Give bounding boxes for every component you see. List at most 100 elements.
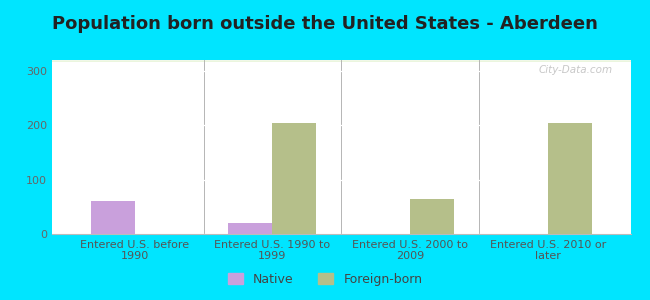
Bar — [52, 60, 630, 61]
Bar — [52, 60, 630, 61]
Bar — [52, 60, 630, 61]
Bar — [52, 60, 630, 61]
Bar — [52, 61, 630, 62]
Text: City-Data.com: City-Data.com — [539, 65, 613, 75]
Bar — [52, 61, 630, 62]
Bar — [52, 60, 630, 61]
Bar — [52, 60, 630, 61]
Bar — [52, 60, 630, 61]
Bar — [52, 61, 630, 62]
Bar — [52, 60, 630, 61]
Bar — [52, 60, 630, 61]
Bar — [52, 60, 630, 61]
Bar — [52, 60, 630, 61]
Bar — [52, 60, 630, 61]
Bar — [52, 60, 630, 61]
Bar — [52, 60, 630, 61]
Bar — [52, 60, 630, 61]
Bar — [52, 60, 630, 61]
Bar — [52, 60, 630, 61]
Bar — [52, 60, 630, 61]
Bar — [52, 60, 630, 61]
Bar — [52, 60, 630, 61]
Bar — [52, 60, 630, 61]
Bar — [52, 60, 630, 61]
Bar — [52, 60, 630, 61]
Bar — [52, 60, 630, 61]
Bar — [52, 60, 630, 61]
Bar — [52, 60, 630, 61]
Bar — [52, 60, 630, 61]
Bar — [228, 223, 272, 234]
Bar — [52, 60, 630, 61]
Bar — [52, 60, 630, 61]
Bar — [52, 60, 630, 61]
Bar — [52, 61, 630, 62]
Bar — [272, 122, 317, 234]
Bar — [52, 60, 630, 61]
Bar — [52, 60, 630, 61]
Bar — [52, 61, 630, 62]
Bar — [52, 60, 630, 61]
Bar — [52, 61, 630, 62]
Bar — [52, 60, 630, 61]
Bar — [52, 60, 630, 61]
Bar — [52, 60, 630, 61]
Bar — [52, 61, 630, 62]
Bar — [52, 60, 630, 61]
Bar — [52, 60, 630, 61]
Bar — [52, 60, 630, 61]
Bar — [52, 60, 630, 61]
Bar — [52, 60, 630, 61]
Bar — [52, 60, 630, 61]
Bar — [52, 60, 630, 61]
Bar — [52, 61, 630, 62]
Bar — [52, 60, 630, 61]
Bar — [52, 61, 630, 62]
Bar — [52, 61, 630, 62]
Bar — [52, 60, 630, 61]
Bar — [52, 61, 630, 62]
Bar — [548, 122, 592, 234]
Bar — [52, 61, 630, 62]
Bar — [52, 60, 630, 61]
Bar — [52, 60, 630, 61]
Bar — [52, 60, 630, 61]
Bar — [52, 60, 630, 61]
Bar — [52, 60, 630, 61]
Bar — [52, 60, 630, 61]
Bar — [410, 199, 454, 234]
Bar — [52, 60, 630, 61]
Bar — [52, 60, 630, 61]
Bar — [52, 60, 630, 61]
Bar — [52, 61, 630, 62]
Bar — [52, 60, 630, 61]
Bar — [52, 60, 630, 61]
Bar — [52, 60, 630, 61]
Bar — [52, 60, 630, 61]
Bar — [52, 61, 630, 62]
Bar — [52, 60, 630, 61]
Bar — [52, 60, 630, 61]
Bar — [52, 60, 630, 61]
Bar — [52, 60, 630, 61]
Bar — [52, 60, 630, 61]
Bar — [52, 60, 630, 61]
Bar — [52, 61, 630, 62]
Bar — [52, 60, 630, 61]
Bar — [52, 60, 630, 61]
Bar — [52, 60, 630, 61]
Bar — [52, 60, 630, 61]
Bar — [52, 61, 630, 62]
Bar — [52, 60, 630, 61]
Legend: Native, Foreign-born: Native, Foreign-born — [223, 268, 427, 291]
Bar — [52, 60, 630, 61]
Bar — [52, 60, 630, 61]
Bar — [52, 60, 630, 61]
Bar — [52, 60, 630, 61]
Bar — [52, 60, 630, 61]
Bar — [52, 60, 630, 61]
Bar — [52, 60, 630, 61]
Bar — [52, 61, 630, 62]
Bar — [52, 61, 630, 62]
